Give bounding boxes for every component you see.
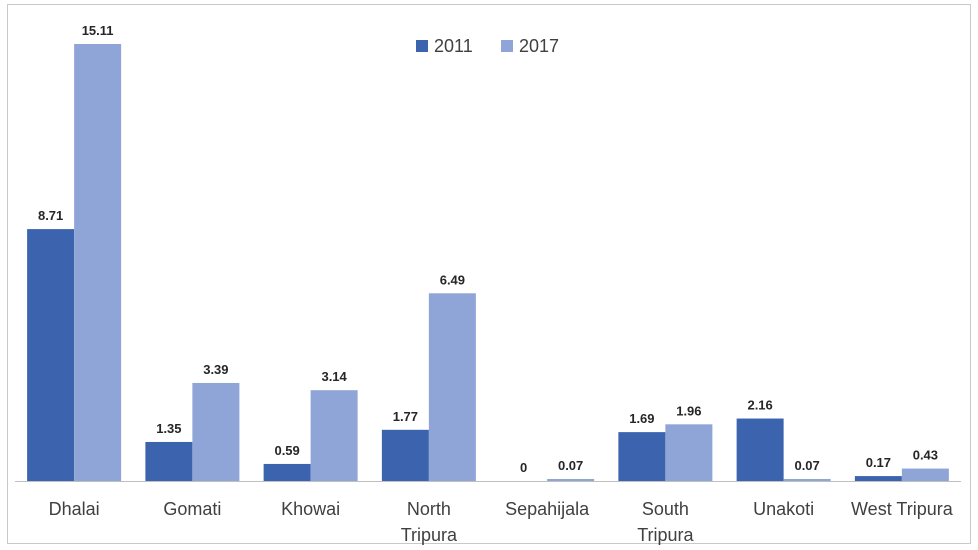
bar-2017-dhalai (74, 44, 122, 481)
category-label-line: Sepahijala (505, 499, 590, 519)
category-label-dhalai: Dhalai (49, 499, 100, 519)
category-label-line: Khowai (281, 499, 340, 519)
bar-2017-sepahijala (547, 478, 595, 481)
category-label-west-tripura: West Tripura (851, 499, 954, 519)
legend-swatch-2011 (416, 40, 428, 52)
category-label-line: Gomati (163, 499, 221, 519)
legend-label-2011: 2011 (434, 36, 473, 56)
data-label-2017-dhalai: 15.11 (82, 23, 114, 38)
bar-2011-north-tripura (381, 429, 429, 481)
legend: 2011 2017 (416, 36, 559, 56)
data-label-2011-unakoti: 2.16 (747, 398, 772, 413)
data-label-2011-gomati: 1.35 (156, 421, 181, 436)
value-labels-layer: 8.71 15.11 1.35 3.39 0.59 3.14 1.77 6.49 0 0.07 1.… (38, 23, 938, 475)
category-label-sepahijala: Sepahijala (505, 499, 590, 519)
category-label-unakoti: Unakoti (753, 499, 814, 519)
data-label-2017-north-tripura: 6.49 (440, 272, 465, 287)
data-label-2011-dhalai: 8.71 (38, 208, 63, 223)
data-label-2017-south-tripura: 1.96 (676, 403, 701, 418)
category-label-line: West Tripura (851, 499, 954, 519)
bar-2017-north-tripura (428, 293, 476, 481)
category-label-line: Dhalai (49, 499, 100, 519)
category-label-khowai: Khowai (281, 499, 340, 519)
data-label-2017-west-tripura: 0.43 (913, 448, 938, 463)
data-label-2017-sepahijala: 0.07 (558, 458, 583, 473)
category-label-line: Unakoti (753, 499, 814, 519)
bar-2017-unakoti (783, 478, 831, 481)
legend-swatch-2017 (501, 40, 513, 52)
data-label-2017-khowai: 3.14 (321, 369, 347, 384)
legend-label-2017: 2017 (519, 36, 559, 56)
bar-2011-west-tripura (854, 476, 902, 481)
data-label-2011-sepahijala: 0 (520, 460, 527, 475)
bar-2017-west-tripura (901, 468, 949, 481)
data-label-2011-north-tripura: 1.77 (393, 409, 418, 424)
category-label-line: Tripura (401, 525, 458, 545)
bars-layer (27, 44, 949, 481)
bar-2017-south-tripura (665, 424, 713, 481)
category-label-line: South (642, 499, 689, 519)
bar-2011-unakoti (736, 418, 784, 481)
bar-2011-gomati (145, 441, 193, 481)
bar-2011-south-tripura (618, 432, 666, 481)
data-label-2011-west-tripura: 0.17 (866, 455, 891, 470)
category-label-gomati: Gomati (163, 499, 221, 519)
category-label-south-tripura: South Tripura (637, 499, 694, 545)
category-label-north-tripura: North Tripura (401, 499, 458, 545)
bar-2011-khowai (263, 463, 311, 481)
data-label-2011-khowai: 0.59 (274, 443, 299, 458)
data-label-2017-unakoti: 0.07 (794, 458, 819, 473)
category-label-line: Tripura (637, 525, 694, 545)
data-label-2011-south-tripura: 1.69 (629, 411, 654, 426)
data-label-2017-gomati: 3.39 (203, 362, 228, 377)
bar-2017-gomati (192, 382, 240, 481)
bar-2011-dhalai (27, 229, 75, 481)
bar-2017-khowai (310, 390, 358, 481)
category-label-line: North (407, 499, 451, 519)
category-labels-layer: Dhalai Gomati Khowai North Tripura Sepahijala… (49, 499, 954, 545)
